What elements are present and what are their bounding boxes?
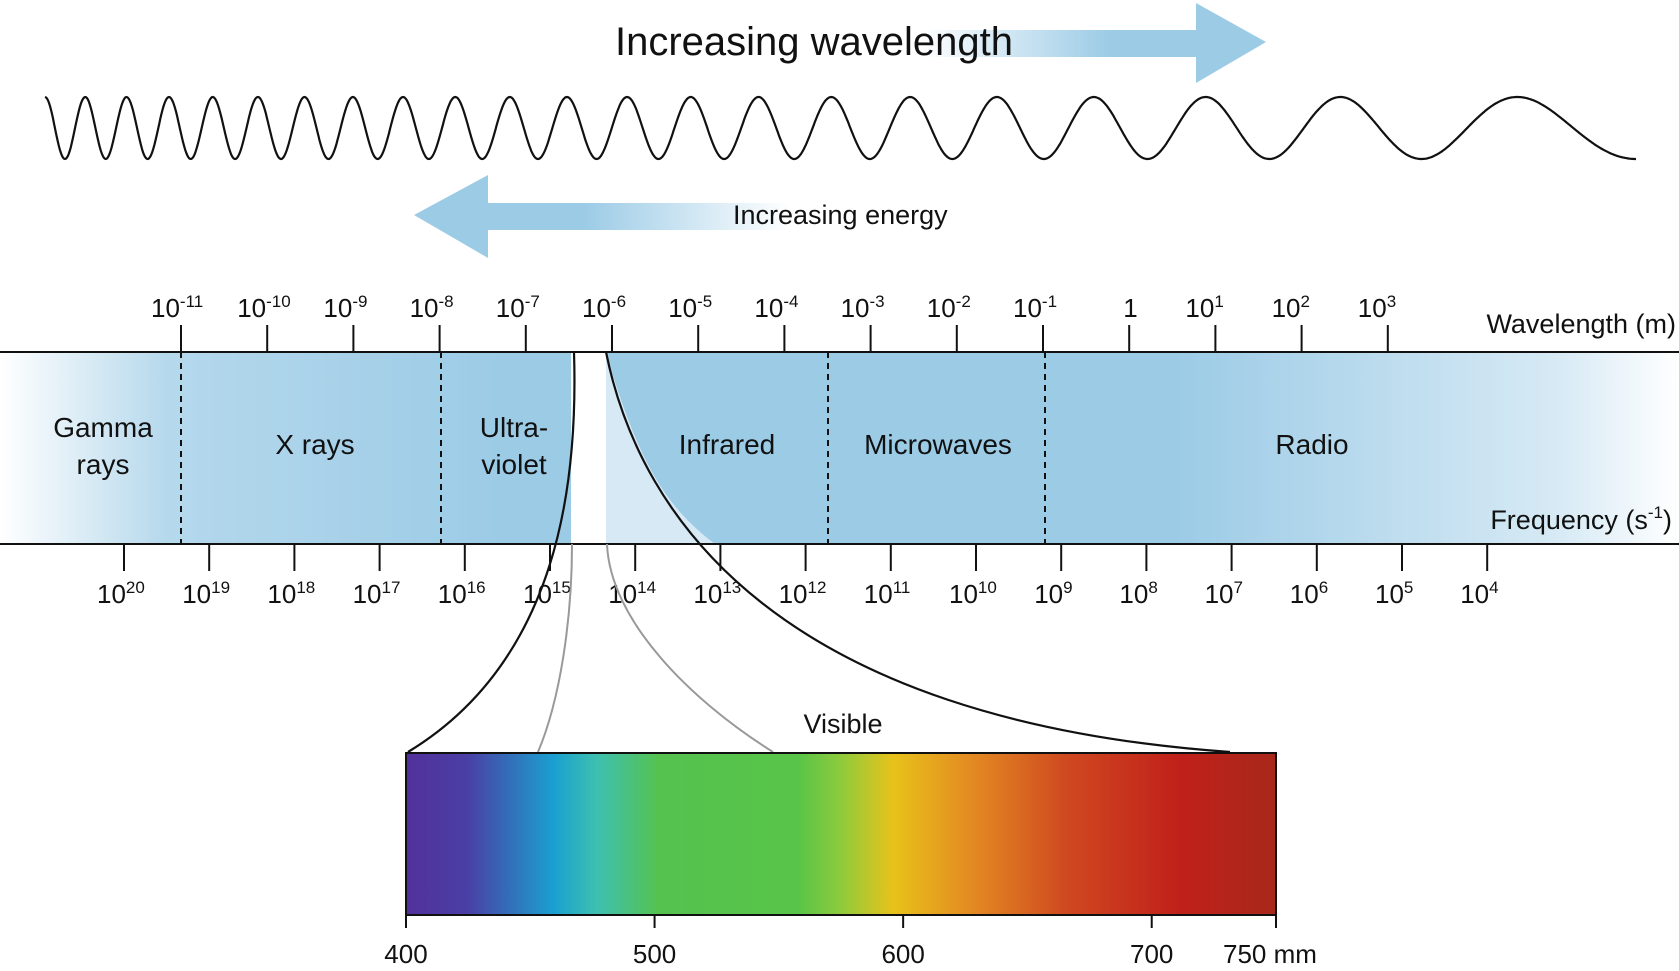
- frequency-tick-label: 1014: [608, 578, 656, 609]
- visible-tick-label: 400: [384, 939, 427, 969]
- wavelength-tick-label: 10-11: [151, 292, 203, 323]
- wavelength-tick-label: 10-7: [496, 292, 540, 323]
- frequency-axis-label: Frequency (s-1): [1490, 503, 1672, 535]
- increasing-wavelength-arrow: [920, 3, 1266, 83]
- connector-left-grey: [537, 543, 573, 753]
- connector-right-black: [604, 351, 1231, 754]
- visible-label: Visible: [803, 709, 882, 739]
- wavelength-tick-label: 102: [1272, 292, 1310, 323]
- increasing-energy-arrow: [414, 175, 790, 258]
- wavelength-tick-label: 10-8: [410, 292, 454, 323]
- band-uv-line1: Ultra-: [480, 412, 548, 443]
- wavelength-axis-label: Wavelength (m): [1486, 309, 1676, 339]
- band-xrays: X rays: [275, 429, 354, 460]
- wavelength-tick-label: 10-9: [323, 292, 367, 323]
- wavelength-tick-label: 10-5: [668, 292, 712, 323]
- wavelength-ticks: 10-11 10-10 10-9 10-8 10-7 10-6 10-5 10-4 10-3 10…: [151, 292, 1396, 352]
- near-infrared-shade: [606, 352, 715, 544]
- wave-curve: [44, 95, 1636, 161]
- wavelength-tick-label: 10-2: [927, 292, 971, 323]
- frequency-tick-label: 1011: [864, 578, 911, 609]
- frequency-tick-label: 105: [1375, 578, 1413, 609]
- wavelength-tick-label: 101: [1185, 292, 1223, 323]
- band-microwaves: Microwaves: [864, 429, 1012, 460]
- frequency-tick-label: 108: [1119, 578, 1157, 609]
- visible-ticks: 400 500 600 700 750 mm: [384, 915, 1317, 969]
- wavelength-tick-label: 10-10: [237, 292, 291, 323]
- wavelength-tick-label: 103: [1358, 292, 1396, 323]
- wavelength-tick-label: 10-1: [1013, 292, 1057, 323]
- band-gamma-line2: rays: [77, 449, 130, 480]
- band-gamma-line1: Gamma: [53, 412, 153, 443]
- frequency-tick-label: 1015: [523, 578, 571, 609]
- frequency-tick-label: 1013: [693, 578, 741, 609]
- wavelength-tick-label: 10-3: [841, 292, 885, 323]
- wavelength-tick-label: 10-4: [754, 292, 798, 323]
- band-uv-line2: violet: [481, 449, 547, 480]
- connector-left-black: [407, 351, 576, 753]
- frequency-ticks: 1020 1019 1018 1017 1016 1015 1014 1013 1012 1011…: [97, 544, 1499, 609]
- visible-color-strip: [405, 752, 1277, 916]
- frequency-tick-label: 107: [1205, 578, 1243, 609]
- frequency-tick-label: 1016: [438, 578, 486, 609]
- frequency-tick-label: 1010: [949, 578, 997, 609]
- band-radio: Radio: [1275, 429, 1348, 460]
- frequency-tick-label: 106: [1290, 578, 1328, 609]
- frequency-tick-label: 1020: [97, 578, 145, 609]
- frequency-tick-label: 1017: [353, 578, 401, 609]
- frequency-tick-label: 1019: [182, 578, 230, 609]
- wavelength-tick-label: 1: [1123, 293, 1137, 323]
- visible-tick-label: 500: [633, 939, 676, 969]
- visible-gap: [571, 352, 606, 544]
- frequency-tick-label: 1018: [267, 578, 315, 609]
- increasing-wavelength-label: Increasing wavelength: [615, 20, 1013, 64]
- wavelength-tick-label: 10-6: [582, 292, 626, 323]
- frequency-tick-label: 109: [1034, 578, 1072, 609]
- visible-tick-label: 700: [1130, 939, 1173, 969]
- visible-tick-label: 600: [881, 939, 924, 969]
- band-infrared: Infrared: [679, 429, 776, 460]
- frequency-tick-label: 104: [1460, 578, 1498, 609]
- frequency-tick-label: 1012: [779, 578, 827, 609]
- increasing-energy-label: Increasing energy: [733, 200, 948, 230]
- visible-end-tick-label: 750 mm: [1223, 939, 1317, 969]
- connector-right-grey: [606, 543, 774, 753]
- spectrum-band: [0, 352, 1679, 544]
